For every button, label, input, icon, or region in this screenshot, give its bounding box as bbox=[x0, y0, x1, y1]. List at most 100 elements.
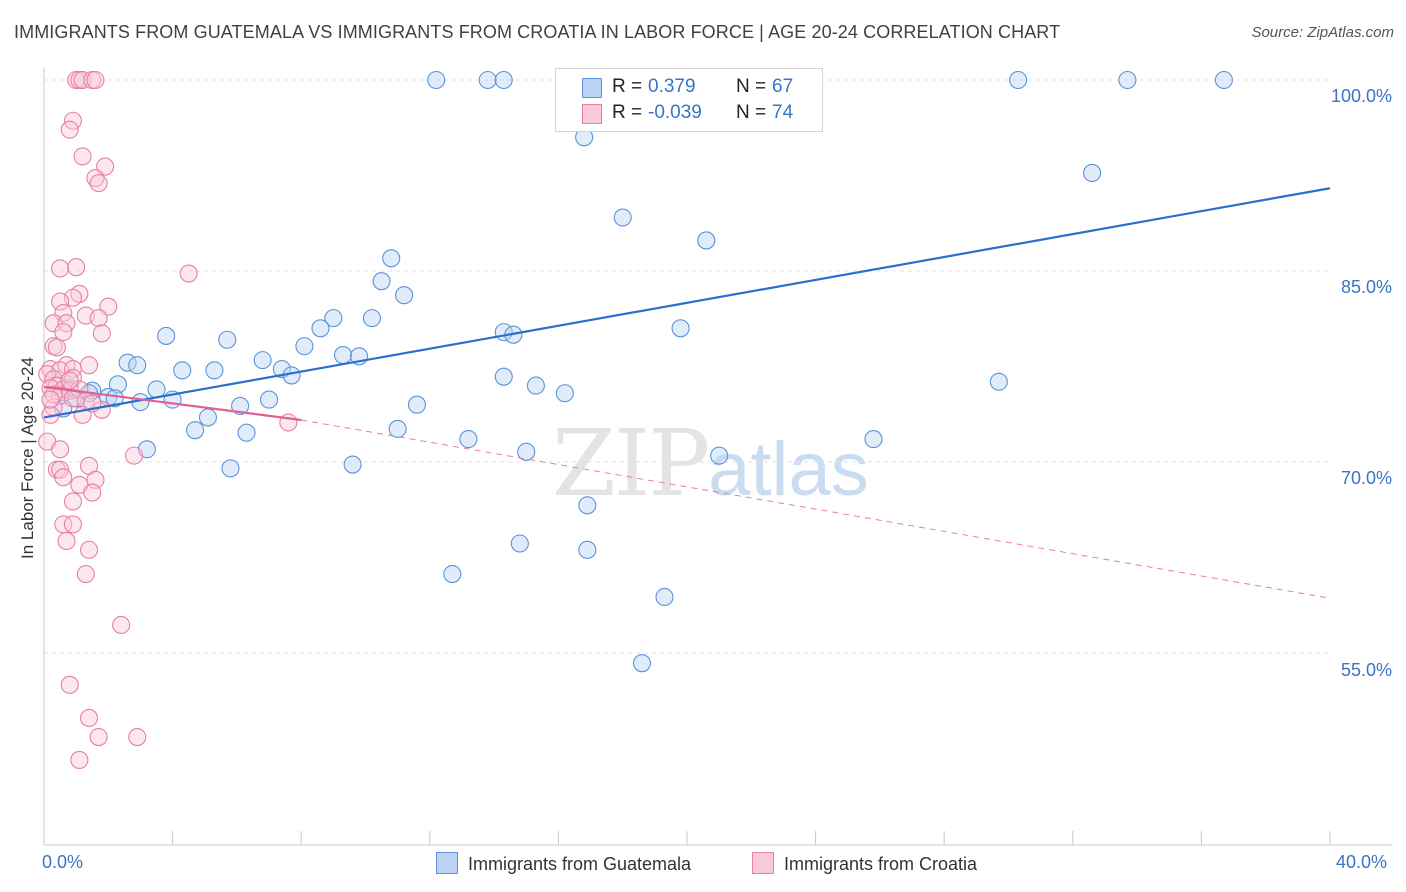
guatemala-point-9 bbox=[697, 231, 716, 250]
croatia-n-label: N = bbox=[736, 102, 767, 123]
chart-title: IMMIGRANTS FROM GUATEMALA VS IMMIGRANTS … bbox=[14, 22, 1061, 42]
croatia-point-71 bbox=[60, 371, 79, 390]
source-label: Source: ZipAtlas.com bbox=[1251, 24, 1394, 41]
croatia-trend-extension bbox=[301, 419, 1331, 599]
guatemala-point-61 bbox=[655, 587, 674, 607]
croatia-point-68 bbox=[128, 727, 147, 747]
guatemala-point-32 bbox=[494, 367, 513, 386]
croatia-r-value: -0.039 bbox=[648, 102, 702, 123]
croatia-point-6 bbox=[60, 120, 79, 139]
guatemala-point-53 bbox=[517, 442, 536, 461]
guatemala-point-15 bbox=[362, 309, 381, 328]
croatia-point-49 bbox=[51, 440, 70, 459]
x-tick-max: 40.0% bbox=[1336, 852, 1388, 872]
croatia-point-61 bbox=[57, 531, 76, 550]
croatia-point-7 bbox=[73, 147, 92, 166]
croatia-point-57 bbox=[83, 483, 102, 502]
watermark-atlas: atlas bbox=[708, 427, 869, 512]
croatia-point-54 bbox=[54, 468, 73, 487]
croatia-point-65 bbox=[60, 675, 79, 694]
guatemala-point-27 bbox=[128, 356, 147, 375]
croatia-point-24 bbox=[92, 324, 111, 343]
guatemala-point-22 bbox=[295, 337, 314, 356]
y-axis-label: In Labor Force | Age 20-24 bbox=[18, 357, 37, 559]
guatemala-point-8 bbox=[613, 208, 632, 227]
guatemala-point-16 bbox=[311, 319, 330, 338]
guatemala-point-56 bbox=[343, 455, 362, 474]
guatemala-point-42 bbox=[259, 390, 279, 409]
croatia-r-label: R = bbox=[612, 102, 643, 123]
guatemala-point-20 bbox=[157, 326, 176, 345]
guatemala-point-49 bbox=[388, 419, 407, 438]
croatia-point-23 bbox=[54, 323, 73, 342]
guatemala-trend-line bbox=[43, 187, 1331, 419]
croatia-point-28 bbox=[79, 356, 99, 375]
legend-croatia-swatch bbox=[752, 852, 774, 874]
guatemala-point-6 bbox=[1214, 70, 1233, 90]
guatemala-point-2 bbox=[494, 70, 513, 90]
legend-item-croatia: Immigrants from Croatia bbox=[752, 852, 977, 875]
guatemala-point-23 bbox=[333, 345, 353, 365]
y-tick-85: 85.0% bbox=[1340, 277, 1392, 297]
croatia-point-10 bbox=[89, 174, 108, 193]
croatia-point-11 bbox=[51, 259, 70, 278]
croatia-point-12 bbox=[67, 258, 86, 277]
guatemala-point-44 bbox=[407, 395, 426, 414]
croatia-trend-line bbox=[43, 385, 302, 422]
croatia-point-58 bbox=[63, 492, 82, 511]
legend-item-guatemala: Immigrants from Guatemala bbox=[436, 852, 691, 875]
guatemala-r-value: 0.379 bbox=[648, 76, 696, 97]
croatia-n-value: 74 bbox=[772, 102, 794, 123]
legend-croatia-label: Immigrants from Croatia bbox=[784, 854, 978, 874]
guatemala-point-51 bbox=[864, 430, 883, 449]
guatemala-point-0 bbox=[427, 70, 446, 90]
croatia-point-63 bbox=[76, 565, 95, 584]
croatia-point-29 bbox=[41, 359, 60, 379]
guatemala-point-10 bbox=[1083, 163, 1102, 183]
guatemala-swatch bbox=[582, 78, 602, 98]
guatemala-point-55 bbox=[221, 459, 240, 478]
guatemala-point-14 bbox=[324, 309, 343, 328]
croatia-point-26 bbox=[47, 338, 66, 357]
guatemala-point-64 bbox=[105, 389, 124, 408]
guatemala-r-label: R = bbox=[612, 76, 643, 97]
croatia-point-20 bbox=[89, 309, 108, 328]
watermark: ZIPatlas bbox=[552, 410, 869, 517]
guatemala-point-28 bbox=[173, 361, 192, 380]
guatemala-point-25 bbox=[253, 351, 272, 370]
guatemala-point-50 bbox=[459, 430, 478, 449]
y-tick-55: 55.0% bbox=[1340, 660, 1392, 680]
guatemala-point-59 bbox=[578, 540, 597, 559]
croatia-point-50 bbox=[124, 446, 144, 465]
guatemala-point-58 bbox=[510, 534, 529, 553]
croatia-point-16 bbox=[51, 292, 70, 311]
croatia-point-64 bbox=[112, 615, 131, 635]
guatemala-point-11 bbox=[382, 249, 401, 268]
croatia-point-60 bbox=[63, 515, 82, 534]
croatia-point-13 bbox=[179, 264, 198, 283]
guatemala-point-5 bbox=[1118, 70, 1137, 90]
guatemala-point-54 bbox=[710, 446, 729, 465]
croatia-point-69 bbox=[70, 750, 89, 770]
croatia-point-73 bbox=[41, 390, 60, 409]
croatia-swatch bbox=[582, 104, 602, 124]
croatia-point-67 bbox=[89, 727, 108, 747]
legend-guatemala-label: Immigrants from Guatemala bbox=[468, 854, 692, 874]
croatia-point-62 bbox=[79, 540, 99, 559]
guatemala-point-4 bbox=[1009, 70, 1028, 90]
guatemala-point-21 bbox=[218, 330, 237, 349]
croatia-point-70 bbox=[44, 385, 63, 404]
guatemala-point-48 bbox=[237, 423, 256, 442]
croatia-point-4 bbox=[86, 70, 105, 90]
guatemala-point-1 bbox=[478, 70, 497, 90]
croatia-point-2 bbox=[73, 70, 92, 90]
guatemala-point-33 bbox=[108, 375, 127, 394]
guatemala-point-35 bbox=[526, 376, 545, 395]
guatemala-n-label: N = bbox=[736, 76, 767, 97]
guatemala-point-19 bbox=[671, 319, 690, 338]
legend-guatemala-swatch bbox=[436, 852, 458, 874]
guatemala-point-36 bbox=[555, 384, 574, 403]
croatia-point-9 bbox=[86, 168, 105, 188]
guatemala-point-57 bbox=[578, 496, 597, 515]
